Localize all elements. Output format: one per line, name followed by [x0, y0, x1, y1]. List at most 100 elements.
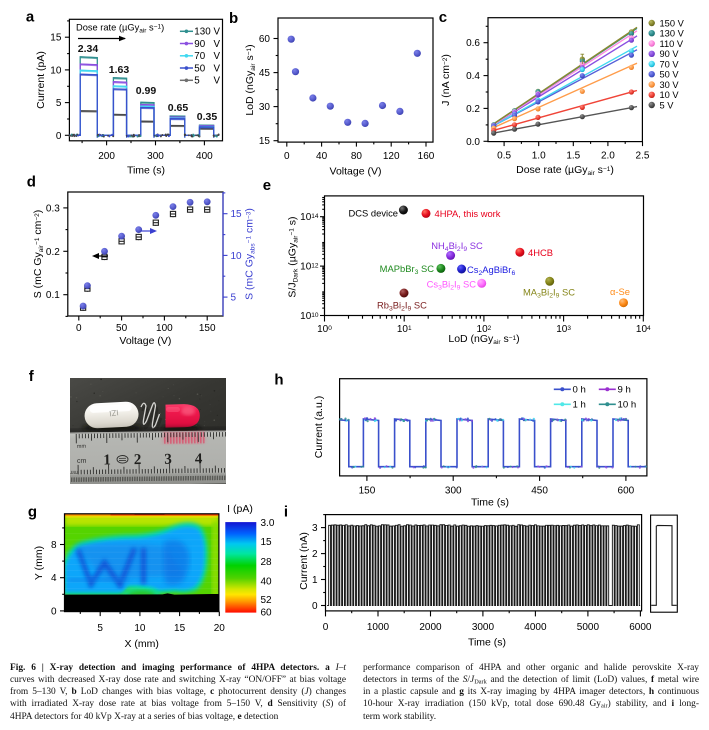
svg-text:1: 1: [312, 575, 318, 586]
svg-text:0.35: 0.35: [197, 111, 218, 123]
svg-text:0: 0: [76, 323, 82, 334]
svg-text:9 h: 9 h: [618, 385, 631, 396]
svg-text:0.3: 0.3: [46, 203, 60, 214]
svg-text:70 V: 70 V: [660, 59, 680, 69]
svg-text:2.0: 2.0: [601, 150, 615, 161]
svg-text:Current (nA): Current (nA): [298, 532, 310, 590]
svg-text:S (mC Gyair−1 cm−2): S (mC Gyair−1 cm−2): [32, 210, 45, 299]
svg-text:101: 101: [397, 324, 412, 335]
svg-text:60: 60: [261, 608, 273, 619]
svg-text:160: 160: [418, 151, 435, 162]
svg-text:10 h: 10 h: [618, 400, 637, 411]
svg-text:mm: mm: [77, 444, 87, 450]
svg-text:300: 300: [445, 486, 462, 497]
svg-text:15: 15: [174, 623, 186, 634]
svg-text:100: 100: [156, 323, 173, 334]
svg-text:80: 80: [351, 151, 363, 162]
svg-text:cm: cm: [77, 458, 87, 465]
svg-text:3: 3: [312, 523, 318, 534]
svg-text:10 V: 10 V: [660, 90, 680, 100]
svg-text:X (mm): X (mm): [124, 638, 158, 650]
svg-text:2: 2: [312, 549, 318, 560]
svg-text:450: 450: [531, 486, 548, 497]
svg-text:102: 102: [477, 324, 492, 335]
svg-text:90: 90: [194, 39, 205, 50]
svg-text:1.63: 1.63: [109, 64, 130, 76]
svg-text:4HCB: 4HCB: [528, 247, 553, 258]
svg-text:a: a: [26, 8, 35, 25]
svg-text:1.5: 1.5: [566, 150, 580, 161]
svg-text:52: 52: [261, 595, 273, 606]
svg-text:1.0: 1.0: [532, 150, 546, 161]
svg-text:600: 600: [618, 486, 635, 497]
svg-text:Time (s): Time (s): [471, 496, 509, 508]
svg-text:S/JDark (µGyair−1 s): S/JDark (µGyair−1 s): [287, 216, 300, 297]
svg-text:V: V: [214, 76, 221, 87]
svg-text:i: i: [284, 504, 288, 521]
svg-text:50: 50: [116, 323, 128, 334]
svg-text:0.4: 0.4: [466, 71, 480, 82]
svg-text:h: h: [274, 371, 283, 388]
svg-text:4000: 4000: [524, 622, 547, 633]
svg-text:g: g: [28, 504, 37, 521]
svg-text:5: 5: [97, 623, 103, 634]
svg-text:0.1: 0.1: [46, 290, 60, 301]
svg-text:50: 50: [194, 63, 205, 74]
svg-text:130: 130: [194, 27, 211, 38]
svg-text:S (mC Gyabs−1 cm−3): S (mC Gyabs−1 cm−3): [244, 208, 257, 300]
svg-text:Current (a.u.): Current (a.u.): [313, 396, 325, 458]
svg-text:MAPbBr3 SC: MAPbBr3 SC: [380, 263, 435, 276]
svg-text:104: 104: [636, 324, 651, 335]
svg-text:Voltage (V): Voltage (V): [119, 335, 171, 347]
svg-text:V: V: [214, 27, 221, 38]
svg-text:2000: 2000: [419, 622, 442, 633]
svg-text:103: 103: [556, 324, 571, 335]
svg-text:4: 4: [195, 451, 203, 467]
svg-text:10: 10: [134, 623, 146, 634]
svg-text:110 V: 110 V: [660, 39, 684, 49]
svg-text:5: 5: [194, 76, 200, 87]
svg-text:Time (s): Time (s): [468, 637, 506, 649]
svg-text:d: d: [27, 174, 36, 191]
svg-text:3: 3: [164, 452, 172, 468]
svg-text:3000: 3000: [472, 622, 495, 633]
svg-text:V: V: [214, 63, 221, 74]
svg-text:J (nA cm−2): J (nA cm−2): [440, 54, 452, 106]
svg-text:1: 1: [103, 452, 111, 468]
svg-text:0 h: 0 h: [573, 385, 586, 396]
svg-text:1 h: 1 h: [573, 400, 586, 411]
svg-text:120: 120: [383, 151, 400, 162]
svg-text:3.0: 3.0: [261, 518, 275, 529]
svg-text:Y (mm): Y (mm): [33, 546, 45, 580]
svg-text:130 V: 130 V: [660, 29, 685, 39]
svg-text:0: 0: [56, 131, 62, 142]
svg-text:90 V: 90 V: [660, 49, 680, 59]
svg-text:40: 40: [316, 151, 328, 162]
svg-text:Current (pA): Current (pA): [35, 51, 47, 109]
svg-text:0.5: 0.5: [497, 150, 511, 161]
svg-text:200: 200: [98, 151, 115, 162]
svg-text:6000: 6000: [629, 622, 652, 633]
svg-text:15: 15: [261, 537, 273, 548]
svg-text:1014: 1014: [300, 212, 319, 223]
svg-text:2.5: 2.5: [636, 150, 650, 161]
svg-text:Time (s): Time (s): [127, 165, 165, 177]
svg-text:20: 20: [214, 623, 226, 634]
svg-text:30 V: 30 V: [660, 80, 680, 90]
svg-text:5000: 5000: [577, 622, 600, 633]
svg-text:f: f: [29, 368, 35, 385]
svg-text:60: 60: [259, 34, 271, 45]
svg-text:0.99: 0.99: [136, 85, 157, 97]
svg-text:4: 4: [51, 573, 57, 584]
svg-text:100: 100: [317, 324, 332, 335]
svg-text:2.34: 2.34: [78, 43, 99, 55]
svg-text:MA3Bi2I9 SC: MA3Bi2I9 SC: [523, 287, 575, 300]
svg-text:b: b: [229, 10, 238, 27]
svg-text:IZI: IZI: [109, 408, 120, 418]
svg-text:8: 8: [51, 540, 57, 551]
svg-text:10: 10: [50, 65, 62, 76]
svg-text:0: 0: [284, 151, 290, 162]
svg-text:1012: 1012: [300, 262, 319, 273]
svg-text:mm: mm: [69, 469, 79, 475]
svg-text:15: 15: [259, 136, 271, 147]
